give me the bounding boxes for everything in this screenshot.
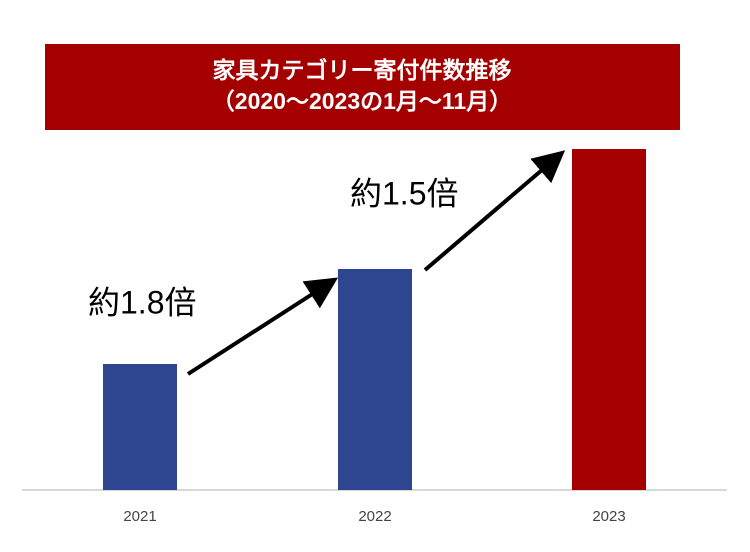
annotation: 約1.5倍 <box>350 175 459 211</box>
x-tick-label: 2022 <box>358 508 391 525</box>
bar <box>572 149 646 490</box>
chart-subtitle: （2020～2023の1月～11月） <box>212 88 512 114</box>
arrow <box>423 150 566 272</box>
title-box <box>45 44 680 130</box>
annotation: 約1.8倍 <box>88 284 197 320</box>
chart-title: 家具カテゴリー寄付件数推移 <box>213 57 512 83</box>
arrow <box>186 277 339 376</box>
bar <box>338 269 412 490</box>
x-tick-label: 2023 <box>592 508 625 525</box>
x-tick-label: 2021 <box>123 508 156 525</box>
bar <box>103 364 177 490</box>
